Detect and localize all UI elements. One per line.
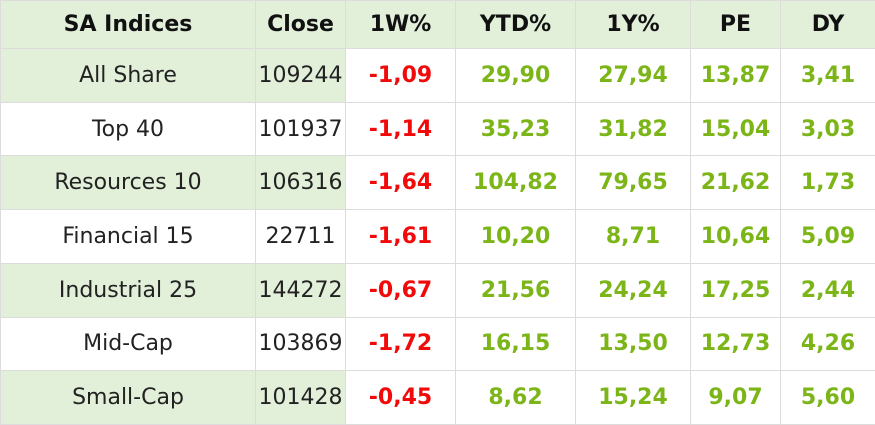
table-cell: 1,73 — [780, 155, 875, 211]
header-row: SA Indices Close 1W% YTD% 1Y% PE DY — [0, 0, 875, 49]
table-cell: 15,24 — [575, 370, 691, 425]
table-cell: 79,65 — [575, 155, 691, 211]
table-cell: 24,24 — [575, 262, 691, 318]
table-cell: 17,25 — [690, 262, 781, 318]
table-cell: 13,50 — [575, 316, 691, 372]
column-header: Close — [255, 0, 346, 49]
table-row: Small-Cap 101428 -0,45 8,62 15,24 9,07 5,60 — [0, 370, 875, 425]
table-cell: -0,67 — [345, 262, 456, 318]
table-cell: 10,20 — [455, 209, 576, 264]
table-cell: 15,04 — [690, 101, 781, 157]
table-cell: 106316 — [255, 155, 346, 211]
table-cell: 35,23 — [455, 101, 576, 157]
index-name: Financial 15 — [0, 209, 256, 264]
table-row: Financial 15 22711 -1,61 10,20 8,71 10,64 5,09 — [0, 209, 875, 264]
table-cell: 3,03 — [780, 101, 875, 157]
table-cell: 13,87 — [690, 48, 781, 103]
table-cell: 9,07 — [690, 370, 781, 425]
table-cell: 29,90 — [455, 48, 576, 103]
table-cell: 144272 — [255, 262, 346, 318]
table-cell: 101428 — [255, 370, 346, 425]
table-row: Mid-Cap 103869 -1,72 16,15 13,50 12,73 4,26 — [0, 316, 875, 372]
table-cell: 5,60 — [780, 370, 875, 425]
index-name: Resources 10 — [0, 155, 256, 211]
table-cell: 10,64 — [690, 209, 781, 264]
table-cell: 101937 — [255, 101, 346, 157]
table-cell: -1,64 — [345, 155, 456, 211]
table-cell: 31,82 — [575, 101, 691, 157]
table-cell: -1,72 — [345, 316, 456, 372]
table-cell: 22711 — [255, 209, 346, 264]
table-row: Industrial 25 144272 -0,67 21,56 24,24 17,25 2… — [0, 262, 875, 318]
index-name: Mid-Cap — [0, 316, 256, 372]
table-cell: 4,26 — [780, 316, 875, 372]
table-body: All Share 109244 -1,09 29,90 27,94 13,87 3,41 T… — [0, 48, 875, 425]
column-header: 1Y% — [575, 0, 691, 49]
table-cell: -0,45 — [345, 370, 456, 425]
column-header: SA Indices — [0, 0, 256, 49]
table-cell: 21,56 — [455, 262, 576, 318]
column-header: PE — [690, 0, 781, 49]
table-cell: -1,14 — [345, 101, 456, 157]
table-cell: 109244 — [255, 48, 346, 103]
column-header: YTD% — [455, 0, 576, 49]
table-row: All Share 109244 -1,09 29,90 27,94 13,87 3,41 — [0, 48, 875, 103]
table-cell: 3,41 — [780, 48, 875, 103]
column-header: 1W% — [345, 0, 456, 49]
index-name: Industrial 25 — [0, 262, 256, 318]
table-cell: 2,44 — [780, 262, 875, 318]
table-row: Top 40 101937 -1,14 35,23 31,82 15,04 3,03 — [0, 101, 875, 157]
table-cell: -1,09 — [345, 48, 456, 103]
table-cell: 16,15 — [455, 316, 576, 372]
table-cell: 8,62 — [455, 370, 576, 425]
table-cell: 104,82 — [455, 155, 576, 211]
table-cell: 27,94 — [575, 48, 691, 103]
index-name: Top 40 — [0, 101, 256, 157]
table-cell: -1,61 — [345, 209, 456, 264]
table-cell: 5,09 — [780, 209, 875, 264]
table-cell: 12,73 — [690, 316, 781, 372]
table-cell: 8,71 — [575, 209, 691, 264]
index-name: All Share — [0, 48, 256, 103]
index-name: Small-Cap — [0, 370, 256, 425]
table-cell: 21,62 — [690, 155, 781, 211]
column-header: DY — [780, 0, 875, 49]
table-row: Resources 10 106316 -1,64 104,82 79,65 21,62 1… — [0, 155, 875, 211]
table-cell: 103869 — [255, 316, 346, 372]
